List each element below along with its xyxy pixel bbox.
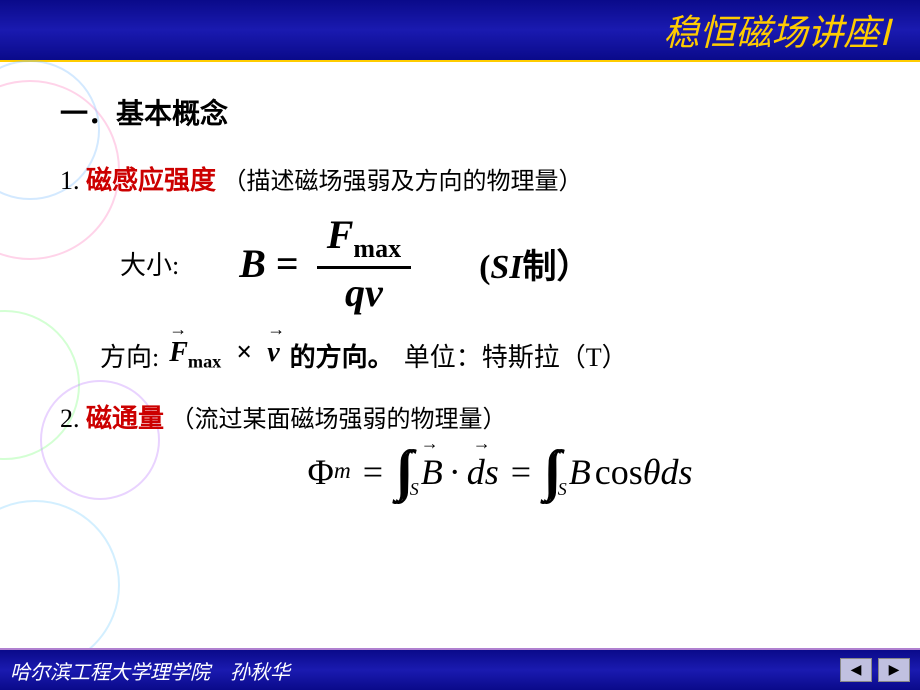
cross-symbol: × [236,337,252,368]
B-symbol: B [569,451,591,493]
magnitude-label: 大小: [120,245,179,282]
prev-button[interactable]: ◀ [840,658,872,682]
footer-bar: 哈尔滨工程大学理学院 孙秋华 ◀ ▶ [0,648,920,690]
vector-v: v [267,337,279,368]
vector-B: B [421,451,443,493]
concept-item-1: 1. 磁感应强度 （描述磁场强弱及方向的物理量） [60,160,860,197]
concept-desc: （描述磁场强弱及方向的物理量） [223,169,583,195]
lecture-title: 稳恒磁场讲座Ⅰ [663,4,890,56]
slide-content: 一．基本概念 1. 磁感应强度 （描述磁场强弱及方向的物理量） 大小: B = … [0,62,920,523]
direction-text: 的方向。 [290,337,394,374]
concept-name: 磁通量 [86,404,164,433]
ds-symbol: ds [660,451,692,493]
si-unit: (SI制） [479,239,590,288]
cos-text: cos [595,451,643,493]
equals-sign: = [511,451,531,493]
direction-formula: Fmax × v [169,337,279,373]
magnitude-row: 大小: B = Fmax qv (SI制） [60,211,860,317]
flux-formula: Φm = ∫∫S B · →ds = ∫∫S B cos θ ds [140,451,860,493]
double-integral-icon: ∫∫ [395,455,402,489]
vector-F: F [169,337,188,368]
double-integral-icon: ∫∫ [543,455,550,489]
numerator: Fmax [317,211,411,269]
denominator: qv [335,269,393,317]
direction-row: 方向: Fmax × v 的方向。 单位：特斯拉（T） [100,337,860,374]
dot-symbol: · [449,451,461,493]
next-button[interactable]: ▶ [878,658,910,682]
equals-sign: = [363,451,383,493]
unit-label: 单位：特斯拉（T） [404,337,628,374]
header-bar: 稳恒磁场讲座Ⅰ [0,0,920,62]
vector-ds: →ds [467,451,499,493]
concept-name: 磁感应强度 [86,166,216,195]
theta-symbol: θ [643,451,661,493]
nav-buttons: ◀ ▶ [840,658,910,682]
phi-symbol: Φ [308,451,334,493]
concept-desc: （流过某面磁场强弱的物理量） [171,407,507,433]
fraction: Fmax qv [317,211,411,317]
concept-item-2: 2. 磁通量 （流过某面磁场强弱的物理量） [60,398,860,435]
formula-lhs: B [239,240,266,287]
direction-label: 方向: [100,337,159,374]
item-number: 1. [60,166,80,195]
equals-sign: = [276,240,299,287]
item-number: 2. [60,404,80,433]
footer-credit: 哈尔滨工程大学理学院 孙秋华 [10,656,290,685]
section-heading: 一．基本概念 [60,92,860,132]
magnitude-formula: B = Fmax qv [239,211,419,317]
